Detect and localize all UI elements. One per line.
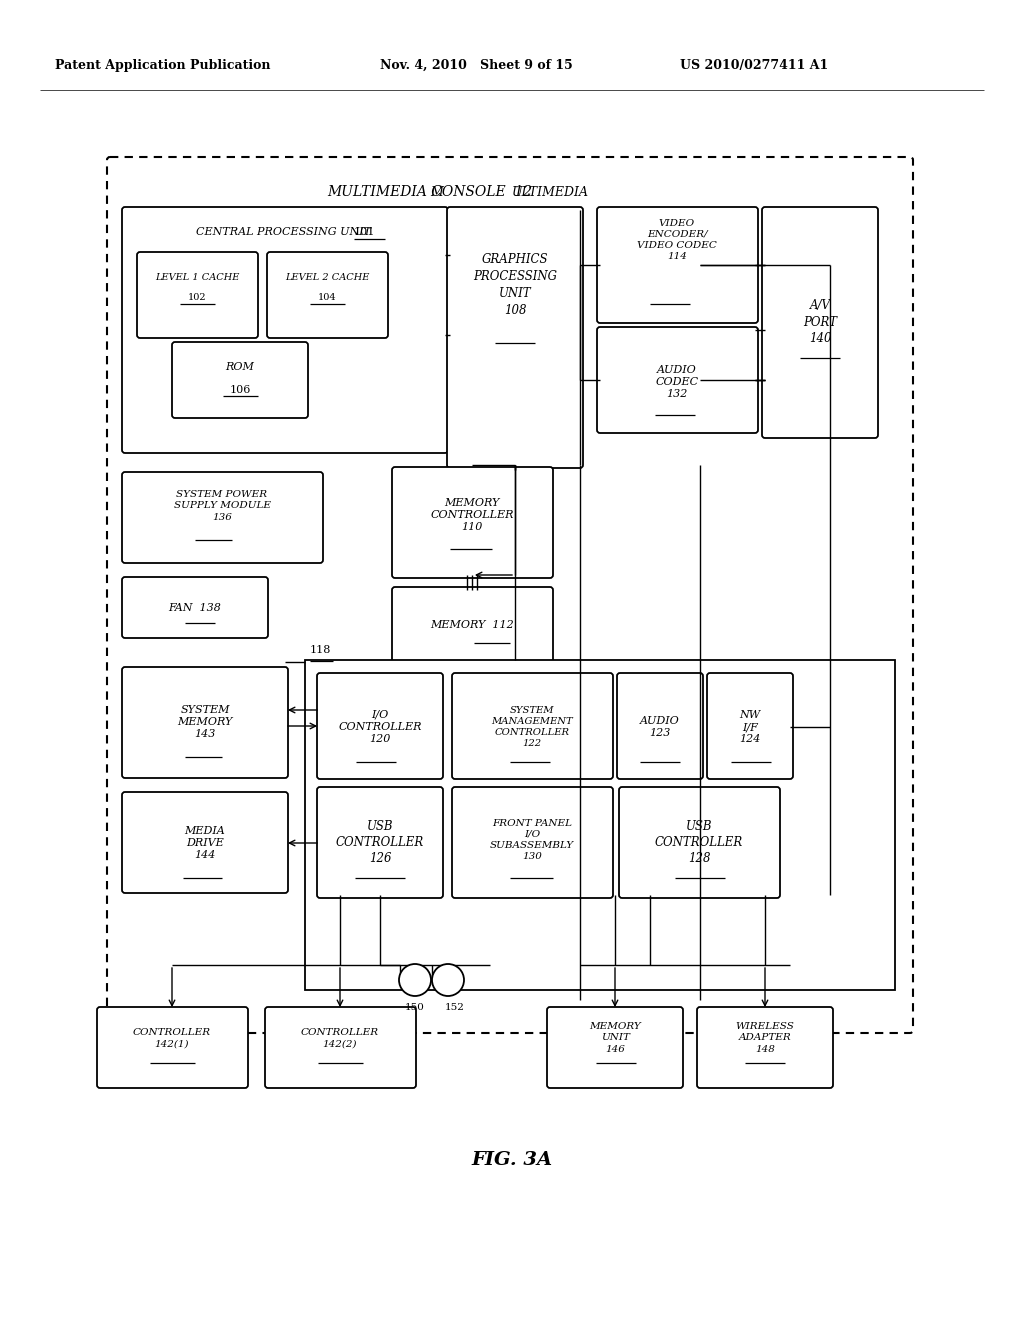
Text: CENTRAL PROCESSING UNIT: CENTRAL PROCESSING UNIT (196, 227, 374, 238)
FancyBboxPatch shape (392, 467, 553, 578)
Text: SYSTEM
MEMORY
143: SYSTEM MEMORY 143 (177, 705, 232, 739)
Circle shape (399, 964, 431, 997)
FancyBboxPatch shape (122, 667, 288, 777)
Text: MEMORY  112: MEMORY 112 (430, 620, 514, 630)
FancyBboxPatch shape (447, 207, 583, 469)
Text: VIDEO
ENCODER/
VIDEO CODEC
114: VIDEO ENCODER/ VIDEO CODEC 114 (637, 219, 717, 261)
Text: Patent Application Publication: Patent Application Publication (55, 58, 270, 71)
Text: GRAPHICS
PROCESSING
UNIT
108: GRAPHICS PROCESSING UNIT 108 (473, 253, 557, 317)
FancyBboxPatch shape (597, 327, 758, 433)
FancyBboxPatch shape (597, 207, 758, 323)
Text: SYSTEM
MANAGEMENT
CONTROLLER
122: SYSTEM MANAGEMENT CONTROLLER 122 (492, 706, 572, 748)
Text: 106: 106 (229, 385, 251, 395)
FancyBboxPatch shape (267, 252, 388, 338)
Text: ULTIMEDIA: ULTIMEDIA (512, 186, 589, 198)
FancyBboxPatch shape (97, 1007, 248, 1088)
Text: 118: 118 (310, 645, 332, 655)
Text: USB
CONTROLLER
126: USB CONTROLLER 126 (336, 821, 424, 866)
Text: 152: 152 (445, 1003, 465, 1012)
Text: MEMORY
CONTROLLER
110: MEMORY CONTROLLER 110 (430, 498, 514, 532)
FancyBboxPatch shape (452, 787, 613, 898)
FancyBboxPatch shape (106, 157, 913, 1034)
Text: 104: 104 (317, 293, 336, 302)
Text: LEVEL 1 CACHE: LEVEL 1 CACHE (155, 273, 240, 282)
FancyBboxPatch shape (122, 207, 449, 453)
Text: FIG. 3A: FIG. 3A (471, 1151, 553, 1170)
Text: AUDIO
123: AUDIO 123 (640, 715, 680, 738)
FancyBboxPatch shape (617, 673, 703, 779)
Text: USB
CONTROLLER
128: USB CONTROLLER 128 (655, 821, 743, 866)
Text: MEMORY
UNIT
146: MEMORY UNIT 146 (589, 1023, 641, 1053)
Text: CONTROLLER
142(2): CONTROLLER 142(2) (301, 1028, 379, 1048)
FancyBboxPatch shape (137, 252, 258, 338)
Text: SYSTEM POWER
SUPPLY MODULE
136: SYSTEM POWER SUPPLY MODULE 136 (173, 491, 270, 521)
FancyBboxPatch shape (317, 673, 443, 779)
Text: WIRELESS
ADAPTER
148: WIRELESS ADAPTER 148 (735, 1023, 795, 1053)
FancyBboxPatch shape (265, 1007, 416, 1088)
Text: NW
I/F
124: NW I/F 124 (739, 710, 761, 744)
FancyBboxPatch shape (762, 207, 878, 438)
Text: US 2010/0277411 A1: US 2010/0277411 A1 (680, 58, 828, 71)
Text: FAN  138: FAN 138 (169, 603, 221, 612)
Text: ROM: ROM (225, 362, 254, 372)
FancyBboxPatch shape (392, 587, 553, 663)
FancyBboxPatch shape (122, 473, 323, 564)
FancyBboxPatch shape (697, 1007, 833, 1088)
Text: MEDIA
DRIVE
144: MEDIA DRIVE 144 (184, 825, 225, 861)
Text: MULTIMEDIA CONSOLE  12: MULTIMEDIA CONSOLE 12 (328, 185, 532, 199)
FancyBboxPatch shape (707, 673, 793, 779)
FancyBboxPatch shape (122, 577, 268, 638)
Circle shape (432, 964, 464, 997)
Text: 102: 102 (187, 293, 206, 302)
FancyBboxPatch shape (547, 1007, 683, 1088)
Text: AUDIO
CODEC
132: AUDIO CODEC 132 (655, 364, 698, 400)
Text: 101: 101 (354, 227, 376, 238)
FancyBboxPatch shape (305, 660, 895, 990)
FancyBboxPatch shape (452, 673, 613, 779)
Text: I/O
CONTROLLER
120: I/O CONTROLLER 120 (338, 710, 422, 744)
Text: A/V
PORT
140: A/V PORT 140 (803, 300, 837, 345)
Text: 150: 150 (406, 1003, 425, 1012)
Text: FRONT PANEL
I/O
SUBASSEMBLY
130: FRONT PANEL I/O SUBASSEMBLY 130 (489, 818, 574, 861)
Text: CONTROLLER
142(1): CONTROLLER 142(1) (133, 1028, 211, 1048)
Text: Nov. 4, 2010   Sheet 9 of 15: Nov. 4, 2010 Sheet 9 of 15 (380, 58, 572, 71)
Text: M: M (430, 186, 442, 198)
FancyBboxPatch shape (317, 787, 443, 898)
FancyBboxPatch shape (172, 342, 308, 418)
FancyBboxPatch shape (618, 787, 780, 898)
Text: LEVEL 2 CACHE: LEVEL 2 CACHE (285, 273, 370, 282)
FancyBboxPatch shape (122, 792, 288, 894)
